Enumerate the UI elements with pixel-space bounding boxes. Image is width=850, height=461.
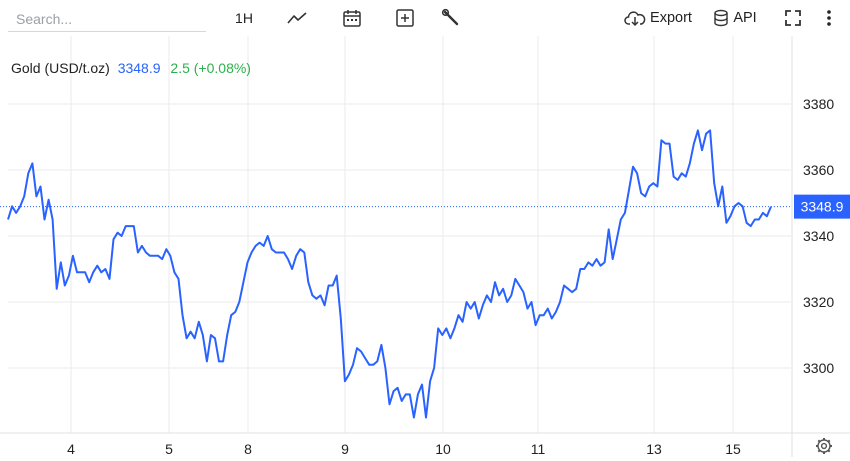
gear-icon bbox=[814, 438, 834, 460]
x-tick-label: 5 bbox=[165, 441, 173, 457]
chart-settings-button[interactable] bbox=[814, 436, 834, 456]
x-tick-label: 11 bbox=[531, 441, 546, 457]
cloud-download-icon bbox=[624, 9, 646, 27]
export-label: Export bbox=[650, 10, 692, 26]
y-tick-label: 3320 bbox=[803, 294, 834, 310]
x-tick-label: 9 bbox=[341, 441, 349, 457]
legend-change: 2.5 (+0.08%) bbox=[170, 60, 251, 76]
interval-button[interactable]: 1H bbox=[230, 6, 258, 30]
x-tick-label: 15 bbox=[725, 441, 741, 457]
api-button[interactable]: API bbox=[710, 6, 760, 30]
series-line bbox=[7, 129, 772, 419]
date-range-button[interactable] bbox=[340, 6, 364, 30]
y-tick-label: 3360 bbox=[803, 162, 834, 178]
wrench-icon bbox=[441, 8, 461, 28]
legend-price: 3348.9 bbox=[117, 60, 161, 76]
x-tick-label: 8 bbox=[244, 441, 252, 457]
last-price-label: 3348.9 bbox=[801, 199, 844, 215]
y-tick-label: 3380 bbox=[803, 96, 834, 112]
export-button[interactable]: Export bbox=[620, 6, 696, 30]
legend-symbol: Gold (USD/t.oz) bbox=[11, 60, 110, 76]
calendar-icon bbox=[342, 8, 362, 28]
more-vertical-icon bbox=[826, 9, 832, 27]
last-price-tag bbox=[794, 194, 850, 219]
fullscreen-button[interactable] bbox=[782, 6, 804, 30]
price-chart[interactable]: 3300 3320 3340 3360 3380 4 5 8 9 10 11 13 15 3348.9 bbox=[0, 36, 850, 457]
chart-toolbar: 1H bbox=[0, 0, 850, 36]
database-icon bbox=[713, 9, 729, 27]
y-tick-label: 3340 bbox=[803, 228, 834, 244]
line-chart-icon bbox=[286, 10, 308, 26]
fullscreen-icon bbox=[783, 8, 803, 28]
api-label: API bbox=[733, 10, 757, 26]
plus-square-icon bbox=[395, 8, 415, 28]
chart-type-button[interactable] bbox=[284, 6, 310, 30]
chart-legend: Gold (USD/t.oz) 3348.9 2.5 (+0.08%) bbox=[11, 60, 251, 76]
x-tick-label: 4 bbox=[67, 441, 75, 457]
symbol-search-input[interactable] bbox=[8, 6, 206, 32]
x-tick-label: 13 bbox=[646, 441, 662, 457]
x-tick-label: 10 bbox=[435, 441, 451, 457]
more-options-button[interactable] bbox=[820, 6, 838, 30]
interval-label: 1H bbox=[235, 10, 253, 26]
y-tick-label: 3300 bbox=[803, 360, 834, 376]
add-indicator-button[interactable] bbox=[394, 6, 416, 30]
chart-settings-tool-button[interactable] bbox=[440, 6, 462, 30]
